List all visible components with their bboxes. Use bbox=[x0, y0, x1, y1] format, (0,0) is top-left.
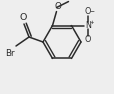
Text: −: − bbox=[89, 8, 94, 13]
Text: N: N bbox=[84, 21, 90, 30]
Text: +: + bbox=[89, 20, 93, 25]
Text: O: O bbox=[84, 7, 90, 16]
Text: O: O bbox=[19, 14, 26, 22]
Text: O: O bbox=[54, 2, 60, 11]
Text: Br: Br bbox=[5, 49, 15, 58]
Text: O: O bbox=[84, 35, 90, 44]
